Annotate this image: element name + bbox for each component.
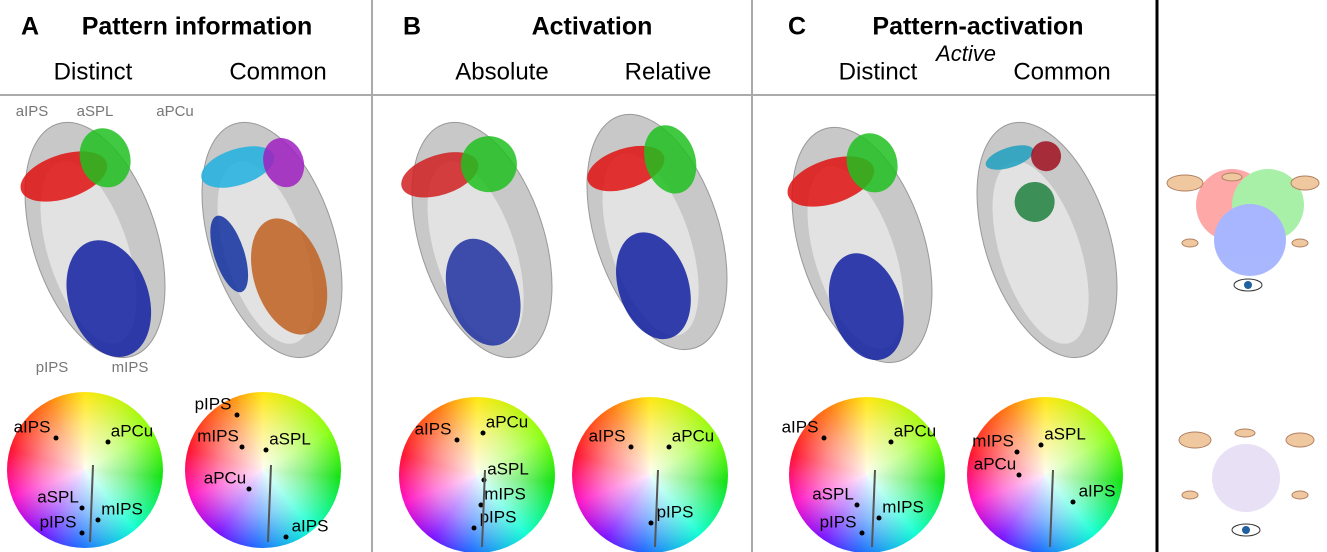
wheel-label: mIPS xyxy=(972,431,1014,450)
brain xyxy=(0,105,192,375)
wheel-label: aPCu xyxy=(672,426,715,445)
figure-canvas: A Pattern information Distinct Common aIPS aS… xyxy=(0,0,1327,552)
wheel-label: pIPS xyxy=(820,512,857,531)
gradient-arrow xyxy=(90,465,93,542)
region-dot xyxy=(455,438,460,443)
region-dot xyxy=(649,521,654,526)
wheel-label: pIPS xyxy=(40,512,77,531)
wheel-label: aPCu xyxy=(974,454,1017,473)
wheel-label: aPCu xyxy=(894,421,937,440)
brain-region-label: mIPS xyxy=(112,359,149,376)
brain xyxy=(950,105,1143,375)
wheel-label: pIPS xyxy=(657,502,694,521)
region-dot xyxy=(1039,443,1044,448)
region-dot xyxy=(96,518,101,523)
region-dot xyxy=(284,535,289,540)
brain xyxy=(560,97,753,367)
column-label: Common xyxy=(1013,58,1110,85)
wheel-label: aPCu xyxy=(111,421,154,440)
region-dot xyxy=(247,487,252,492)
wheel-label: aPCu xyxy=(204,468,247,487)
region-dot xyxy=(855,503,860,508)
brain-region-label: aPCu xyxy=(156,103,194,120)
wheel-label: aIPS xyxy=(292,516,329,535)
column-label: Distinct xyxy=(54,58,133,85)
column-label: Common xyxy=(229,58,326,85)
gradient-arrow xyxy=(872,470,875,547)
wheel-label: pIPS xyxy=(195,394,232,413)
column-label: Relative xyxy=(625,58,712,85)
region-dot xyxy=(240,445,245,450)
wheel-label: aIPS xyxy=(589,426,626,445)
wheel-label: mIPS xyxy=(197,426,239,445)
panel-title: Pattern-activation xyxy=(872,13,1083,41)
brain-region-label: pIPS xyxy=(36,359,69,376)
region-dot xyxy=(472,526,477,531)
brain xyxy=(765,110,958,380)
panel-title: Pattern information xyxy=(82,13,313,41)
brain-region-label: aIPS xyxy=(16,103,49,120)
region-dot xyxy=(877,516,882,521)
legend-neutral xyxy=(1212,444,1280,512)
region-dot xyxy=(629,445,634,450)
brain-region-label: aSPL xyxy=(77,103,114,120)
panel-title: Activation xyxy=(532,13,653,41)
wheel-label: aSPL xyxy=(1044,424,1086,443)
column-label: Distinct xyxy=(839,58,918,85)
region-dot xyxy=(1017,473,1022,478)
region-dot xyxy=(264,448,269,453)
wheel-label: mIPS xyxy=(484,484,526,503)
wheel-label: aIPS xyxy=(782,417,819,436)
panel-letter: B xyxy=(403,13,421,41)
panel-subtitle: Active xyxy=(934,41,996,66)
wheel-label: aIPS xyxy=(14,417,51,436)
panel-letter: A xyxy=(21,13,39,41)
figure: A Pattern information Distinct Common aIPS aS… xyxy=(0,0,1327,552)
region-dot xyxy=(54,436,59,441)
gradient-arrow xyxy=(1050,470,1053,547)
wheel-label: mIPS xyxy=(882,497,924,516)
region-dot xyxy=(1071,500,1076,505)
wheel-label: aSPL xyxy=(487,459,529,478)
wheel-label: aPCu xyxy=(486,412,529,431)
wheel-label: aIPS xyxy=(415,419,452,438)
region-dot xyxy=(860,531,865,536)
gradient-arrow xyxy=(268,465,271,542)
legend-venn xyxy=(1196,169,1304,276)
region-dot xyxy=(822,436,827,441)
wheel-label: aSPL xyxy=(812,484,854,503)
region-dot xyxy=(235,413,240,418)
panel-letter: C xyxy=(788,13,806,41)
wheel-label: aSPL xyxy=(37,487,79,506)
column-label: Absolute xyxy=(455,58,548,85)
wheel-label: aSPL xyxy=(269,429,311,448)
wheel-label: pIPS xyxy=(480,507,517,526)
region-dot xyxy=(80,506,85,511)
brain xyxy=(385,105,578,375)
brain xyxy=(175,105,368,375)
wheel-label: aIPS xyxy=(1079,481,1116,500)
region-dot xyxy=(80,531,85,536)
wheel-label: mIPS xyxy=(101,499,143,518)
